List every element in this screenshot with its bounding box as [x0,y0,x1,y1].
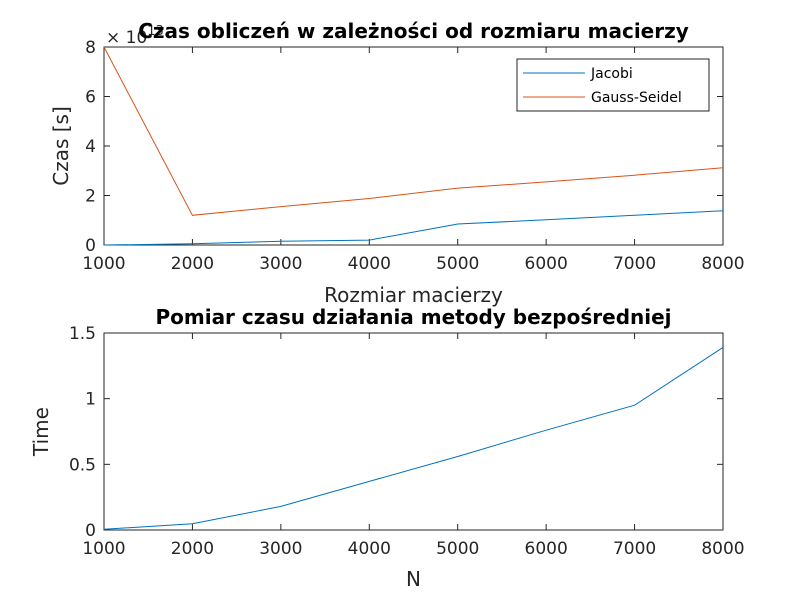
series-line-gauss-seidel [103,46,724,216]
y-tick-label: 2 [85,187,96,207]
legend-label: Gauss-Seidel [591,90,682,106]
x-tick-label: 7000 [613,254,656,274]
x-axis-label: N [406,567,421,591]
legend-box [516,58,710,112]
chart-direct-method-time: 1000 2000 3000 4000 5000 6000 7000 8000 0 0.5 1 1.5… [29,305,745,591]
x-tick-label: 7000 [613,539,656,559]
x-tick-label: 2000 [171,539,214,559]
legend-label: Jacobi [590,66,633,82]
x-tick-label: 2000 [171,254,214,274]
y-tick-label: 8 [85,38,96,58]
x-tick-label: 5000 [436,539,479,559]
x-tick-label: 6000 [525,254,568,274]
legend: Jacobi Gauss-Seidel [516,58,710,112]
x-tick-label: 4000 [348,254,391,274]
x-axis-label: Rozmiar macierzy [324,283,503,307]
series-line-jacobi [103,210,724,246]
y-tick-label: 0 [85,521,96,541]
y-exponent-label: × 1013 [106,24,164,48]
x-tick-label: 3000 [259,254,302,274]
y-tick-label: 1 [85,390,96,410]
x-tick-label: 6000 [525,539,568,559]
chart-title: Pomiar czasu działania metody bezpośredn… [155,305,671,329]
chart-calc-time: 1000 2000 3000 4000 5000 6000 7000 8000 0 2 4 6 8 × 1… [49,19,745,307]
plot-area [103,332,724,531]
series-line-0 [103,346,724,530]
y-tick-label: 0.5 [69,455,96,475]
y-tick-label: 6 [85,88,96,108]
y-tick-label: 4 [85,137,96,157]
x-tick-label: 5000 [436,254,479,274]
y-axis-label: Time [29,407,53,457]
y-tick-label: 0 [85,236,96,256]
x-tick-label: 1000 [82,254,125,274]
x-tick-label: 8000 [701,254,744,274]
x-tick-label: 8000 [701,539,744,559]
x-tick-label: 4000 [348,539,391,559]
y-axis-label: Czas [s] [49,106,73,186]
x-tick-label: 1000 [82,539,125,559]
y-tick-label: 1.5 [69,324,96,344]
chart-title: Czas obliczeń w zależności od rozmiaru m… [138,19,689,43]
x-tick-label: 3000 [259,539,302,559]
